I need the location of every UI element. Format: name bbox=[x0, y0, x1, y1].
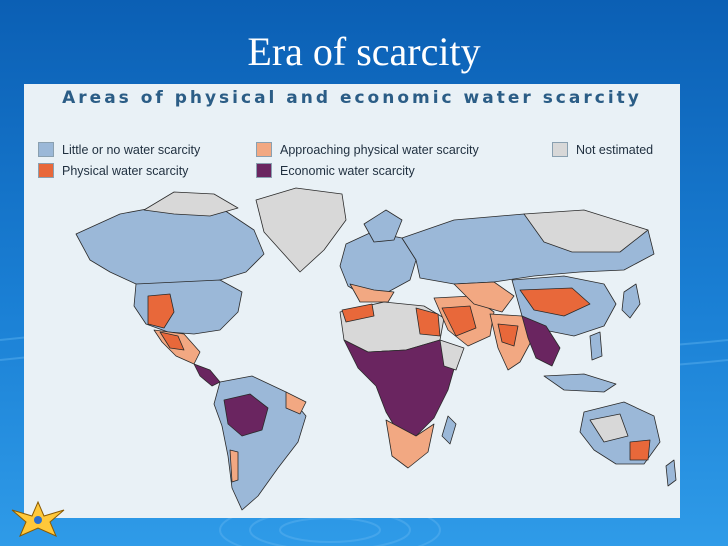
region-subsaharan-economic bbox=[343, 339, 457, 437]
region-arabia-physical bbox=[441, 305, 477, 337]
map-heading: Areas of physical and economic water sca… bbox=[62, 88, 642, 108]
region-se-asia-economic bbox=[521, 315, 561, 367]
region-chile-physical bbox=[229, 449, 239, 483]
region-indonesia bbox=[543, 373, 617, 393]
region-sw-usa-physical bbox=[147, 293, 175, 329]
slide-title: Era of scarcity bbox=[247, 29, 481, 74]
legend-swatch-little-scarcity bbox=[38, 142, 54, 157]
region-southern-africa bbox=[385, 419, 435, 469]
region-s-europe-approaching bbox=[349, 283, 395, 303]
legend-item-economic-scarcity: Economic water scarcity bbox=[256, 163, 415, 178]
region-se-australia-physical bbox=[629, 439, 651, 461]
legend-label: Approaching physical water scarcity bbox=[280, 142, 479, 157]
region-n-africa-physical bbox=[341, 303, 375, 323]
region-madagascar bbox=[441, 415, 457, 445]
legend-label: Little or no water scarcity bbox=[62, 142, 201, 157]
region-horn-africa-approaching bbox=[439, 339, 465, 371]
region-egypt-physical bbox=[415, 307, 441, 337]
region-philippines bbox=[589, 331, 603, 361]
eagle-emblem-icon bbox=[11, 500, 65, 537]
legend-label: Physical water scarcity bbox=[62, 163, 189, 178]
world-map bbox=[75, 187, 677, 511]
region-scandinavia bbox=[363, 209, 403, 243]
region-central-asia bbox=[453, 281, 515, 313]
region-amazon-economic bbox=[223, 393, 269, 437]
legend-item-not-estimated: Not estimated bbox=[552, 142, 653, 157]
region-japan bbox=[621, 283, 641, 319]
legend-item-physical-scarcity: Physical water scarcity bbox=[38, 163, 188, 178]
legend-label: Not estimated bbox=[576, 142, 654, 157]
region-ne-brazil-approaching bbox=[285, 391, 307, 415]
region-north-china-physical bbox=[519, 287, 591, 317]
region-mexico-physical bbox=[159, 331, 185, 351]
legend-label: Economic water scarcity bbox=[280, 163, 415, 178]
region-siberia-not-estimated bbox=[523, 209, 649, 253]
region-central-america bbox=[193, 363, 221, 387]
legend-swatch-not-estimated bbox=[552, 142, 568, 157]
legend-item-approaching-scarcity: Approaching physical water scarcity bbox=[256, 142, 479, 157]
map-legend: Little or no water scarcity Approaching … bbox=[38, 142, 678, 188]
region-australia-not-estimated bbox=[589, 413, 629, 443]
region-new-zealand bbox=[665, 459, 677, 487]
legend-swatch-approaching-scarcity bbox=[256, 142, 272, 157]
water-scarcity-map-panel: Areas of physical and economic water sca… bbox=[24, 84, 680, 518]
region-greenland bbox=[255, 187, 347, 273]
region-canada-alaska bbox=[75, 203, 265, 291]
legend-swatch-physical-scarcity bbox=[38, 163, 54, 178]
region-india-physical bbox=[497, 323, 519, 347]
region-arctic-islands bbox=[143, 191, 239, 217]
legend-item-little-scarcity: Little or no water scarcity bbox=[38, 142, 200, 157]
legend-swatch-economic-scarcity bbox=[256, 163, 272, 178]
